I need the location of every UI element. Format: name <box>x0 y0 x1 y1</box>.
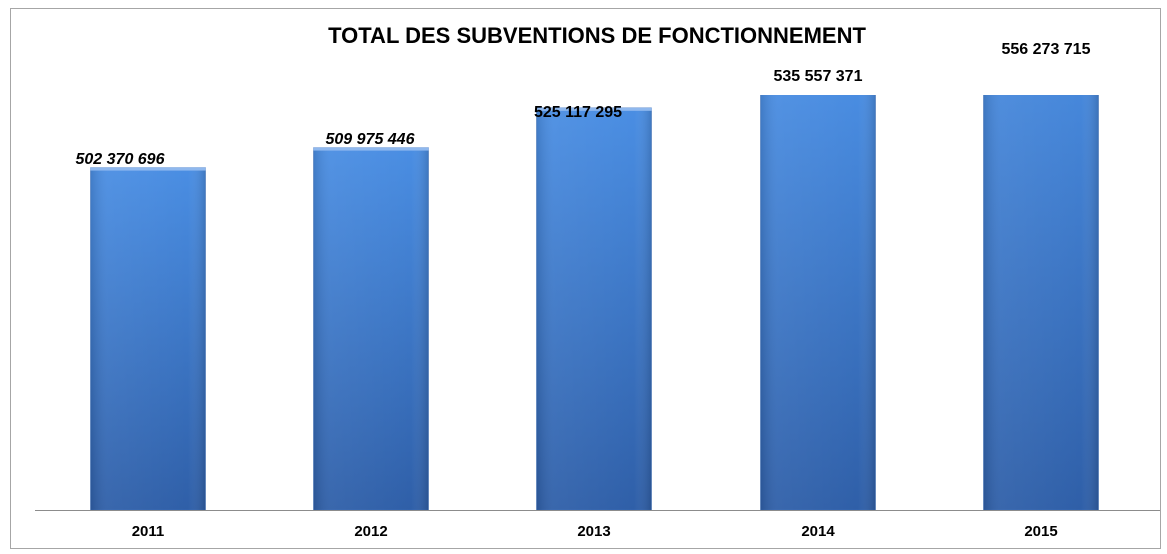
x-tick-label: 2012 <box>354 523 387 540</box>
bar-shade <box>90 167 206 510</box>
chart-title: TOTAL DES SUBVENTIONS DE FONCTIONNEMENT <box>328 23 866 48</box>
bar-cap <box>536 107 652 111</box>
data-label: 502 370 696 <box>76 151 165 168</box>
data-label: 509 975 446 <box>326 131 415 148</box>
bar-shade <box>536 107 652 510</box>
bar-cap <box>90 167 206 171</box>
x-tick-label: 2011 <box>132 523 165 540</box>
plot-area <box>90 95 1099 510</box>
bar-cap <box>313 147 429 151</box>
bar-shade <box>313 147 429 510</box>
data-label: 535 557 371 <box>774 68 863 85</box>
data-label: 556 273 715 <box>1002 41 1091 58</box>
x-tick-label: 2015 <box>1024 523 1057 540</box>
bar-shade <box>983 95 1099 510</box>
x-tick-label: 2013 <box>577 523 610 540</box>
x-tick-label: 2014 <box>801 523 835 540</box>
data-label: 525 117 295 <box>534 104 622 121</box>
bar-shade <box>760 95 876 510</box>
